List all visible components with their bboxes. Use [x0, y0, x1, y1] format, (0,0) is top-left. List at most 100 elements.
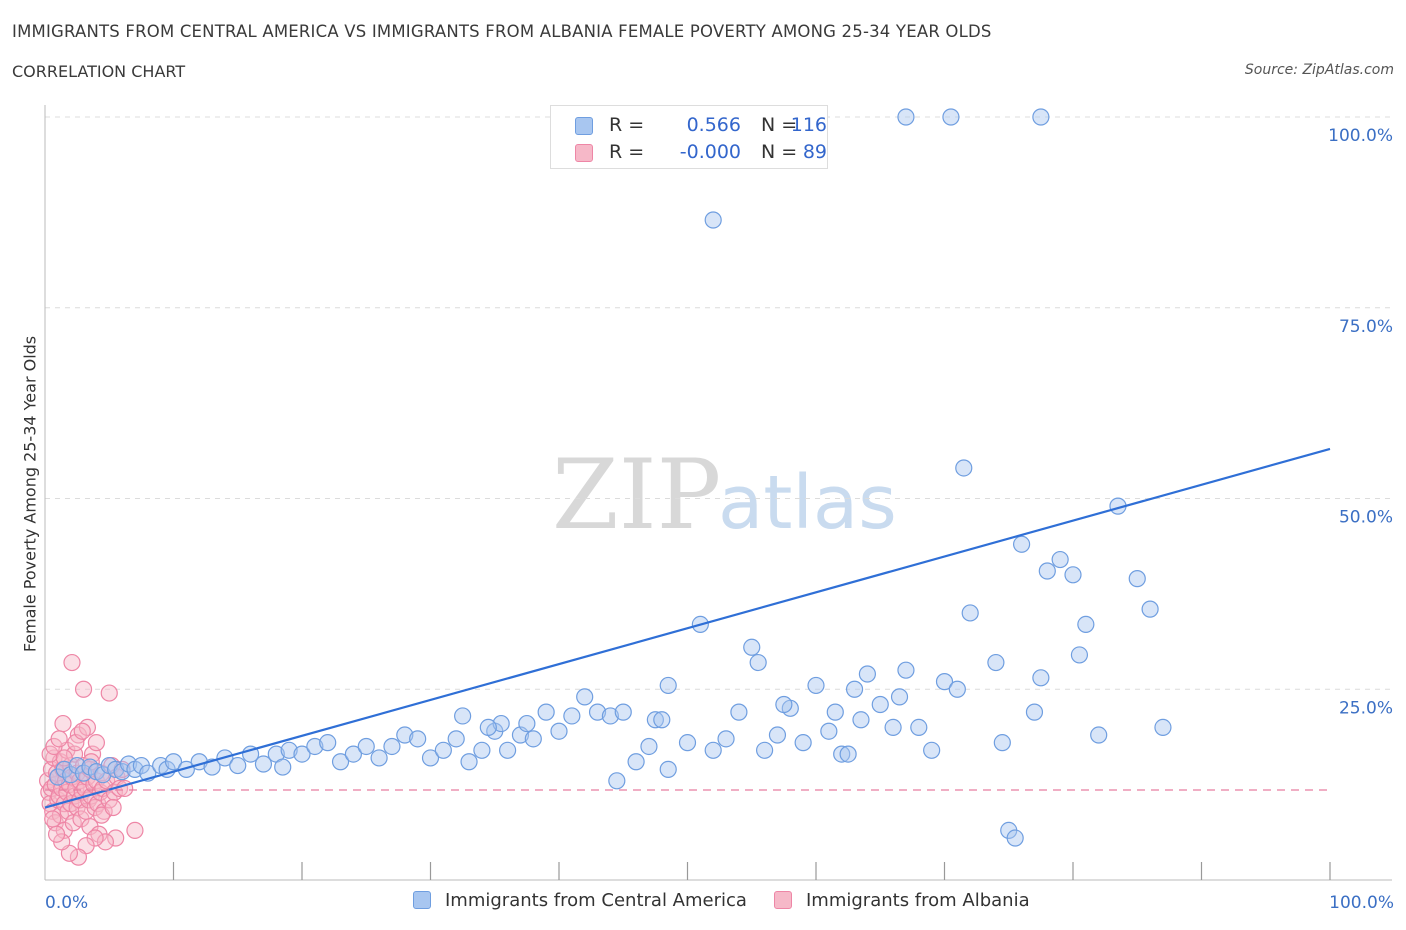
central-america-point [229, 756, 247, 775]
n-value: 89 [802, 141, 827, 163]
y-tick-label: 75.0% [1339, 317, 1393, 337]
n-label: N = [761, 141, 798, 163]
central-america-point [948, 680, 966, 698]
central-america-point [164, 753, 183, 771]
central-america-point [807, 676, 825, 695]
central-america-point [646, 711, 664, 729]
albania-point [50, 730, 68, 748]
x-tick-label-min: 0.0% [45, 893, 88, 913]
central-america-point [588, 703, 607, 721]
central-america-point [576, 688, 594, 706]
central-america-point [955, 459, 973, 477]
central-america-point [1154, 718, 1172, 737]
watermark-atlas: atlas [718, 460, 897, 546]
central-america-point [518, 714, 536, 733]
albania-point [44, 810, 62, 828]
central-america-point [961, 604, 979, 622]
central-america-point [447, 730, 465, 748]
central-america-point [473, 741, 491, 759]
central-america-point [640, 737, 658, 756]
central-america-point [845, 680, 864, 698]
central-america-point [858, 665, 877, 683]
central-america-point [94, 766, 112, 784]
central-america-point [479, 718, 497, 737]
albania-point [87, 734, 106, 752]
central-america-point [608, 772, 626, 790]
central-america-point [370, 749, 388, 767]
central-america-point [755, 741, 774, 759]
central-america-point [1141, 600, 1159, 618]
central-america-point [1077, 615, 1095, 633]
central-america-point [1038, 562, 1056, 580]
central-america-point [884, 718, 902, 737]
central-america-point [730, 703, 748, 721]
central-america-point [524, 730, 542, 748]
legend-label: Immigrants from Central America [445, 890, 747, 911]
albania-point [63, 653, 81, 672]
albania-point [69, 848, 88, 866]
central-america-point [717, 730, 735, 748]
central-america-point [826, 703, 844, 721]
central-america-point [1006, 829, 1024, 847]
central-america-point [678, 734, 697, 752]
y-axis-tick-labels: 25.0% 50.0% 75.0% 100.0% [1328, 126, 1393, 718]
central-america-point [344, 745, 362, 763]
albania-point [126, 821, 144, 840]
central-america-point [935, 673, 954, 691]
central-america-point [839, 745, 857, 763]
central-america-point [383, 737, 401, 756]
albania-point [54, 714, 72, 733]
central-america-point [563, 707, 581, 725]
trendlines [44, 447, 1331, 809]
central-america-point [704, 211, 722, 229]
central-america-point [768, 726, 787, 744]
central-america-point [942, 108, 960, 126]
central-america-point [492, 714, 510, 733]
central-america-point [897, 108, 915, 126]
albania-point [104, 798, 122, 817]
central-america-trendline [44, 447, 1331, 809]
r-label: R = [609, 114, 645, 136]
central-america-points [49, 108, 1172, 847]
central-america-point [1032, 108, 1050, 126]
source-credit: Source: ZipAtlas.com [1244, 62, 1394, 78]
central-america-point [293, 745, 311, 763]
central-america-point [62, 766, 80, 784]
r-label: R = [609, 141, 645, 163]
central-america-point [775, 695, 793, 714]
n-label: N = [761, 114, 798, 136]
albania-point [74, 680, 93, 698]
central-america-point [421, 749, 440, 767]
central-america-point [550, 722, 568, 740]
r-value: -0.000 [679, 141, 741, 163]
stats-legend: R = 0.566 N = 116 R = -0.000 N = 89 [550, 105, 828, 169]
central-america-point [601, 707, 620, 725]
legend-swatch-blue [575, 117, 593, 135]
gridlines [45, 116, 1392, 690]
legend-label: Immigrants from Albania [806, 890, 1030, 911]
albania-point [96, 833, 114, 851]
central-america-point [749, 653, 767, 672]
central-america-point [871, 695, 889, 714]
central-america-point [910, 718, 928, 737]
central-america-point [659, 760, 677, 778]
central-america-point [1012, 535, 1031, 553]
central-america-point [1025, 703, 1044, 721]
central-america-point [1051, 550, 1069, 569]
central-america-point [1032, 669, 1050, 687]
central-america-point [1064, 566, 1082, 584]
central-america-point [319, 734, 337, 752]
x-axis-ticks [172, 862, 1331, 880]
central-america-point [357, 737, 375, 756]
central-america-point [306, 737, 324, 756]
n-value: 116 [790, 114, 827, 136]
central-america-point [923, 741, 941, 759]
central-america-point [653, 711, 671, 729]
central-america-point [704, 741, 722, 759]
central-america-point [434, 741, 452, 759]
x-tick-label-max: 100.0% [1329, 893, 1394, 913]
central-america-point [74, 764, 93, 782]
central-america-point [396, 726, 414, 744]
central-america-point [993, 734, 1011, 752]
r-value: 0.566 [686, 114, 741, 136]
